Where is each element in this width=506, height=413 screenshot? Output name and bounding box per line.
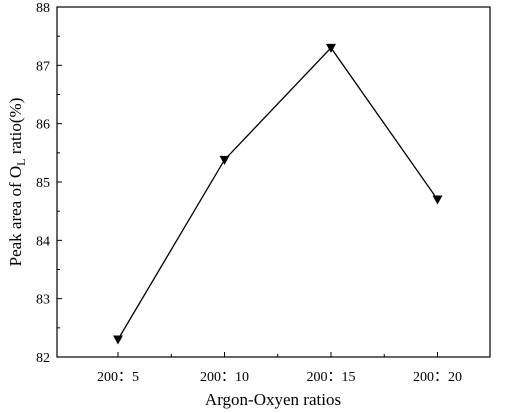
y-axis-title-suffix: ratio(%) <box>6 98 25 159</box>
y-axis-title-prefix: Peak area of O <box>6 166 25 267</box>
x-axis-title: Argon-Oxyen ratios <box>205 390 341 409</box>
y-tick-label: 86 <box>36 118 50 133</box>
series-line <box>117 46 439 340</box>
data-point-marker <box>326 43 336 53</box>
y-tick-label: 83 <box>36 293 50 308</box>
x-tick-label: 200：15 <box>307 370 356 385</box>
y-axis-title: Peak area of OL ratio(%) <box>6 98 28 267</box>
y-axis-title-subscript: L <box>14 159 28 166</box>
x-tick-label: 200：5 <box>97 370 139 385</box>
data-point-marker <box>432 195 443 205</box>
y-tick-label: 88 <box>36 1 50 16</box>
y-tick-label: 87 <box>36 59 50 74</box>
y-tick-label: 84 <box>36 234 50 249</box>
y-tick-label: 85 <box>36 176 50 191</box>
y-tick-label: 82 <box>36 351 50 366</box>
axis-ticks: 82 83 84 85 86 87 88 200：5 200：10 200：15 200：20 <box>36 1 462 385</box>
x-tick-label: 200：20 <box>413 370 462 385</box>
data-point-marker <box>219 155 230 165</box>
data-point-marker <box>113 335 123 345</box>
series-layer <box>113 43 443 345</box>
x-tick-label: 200：10 <box>200 370 249 385</box>
